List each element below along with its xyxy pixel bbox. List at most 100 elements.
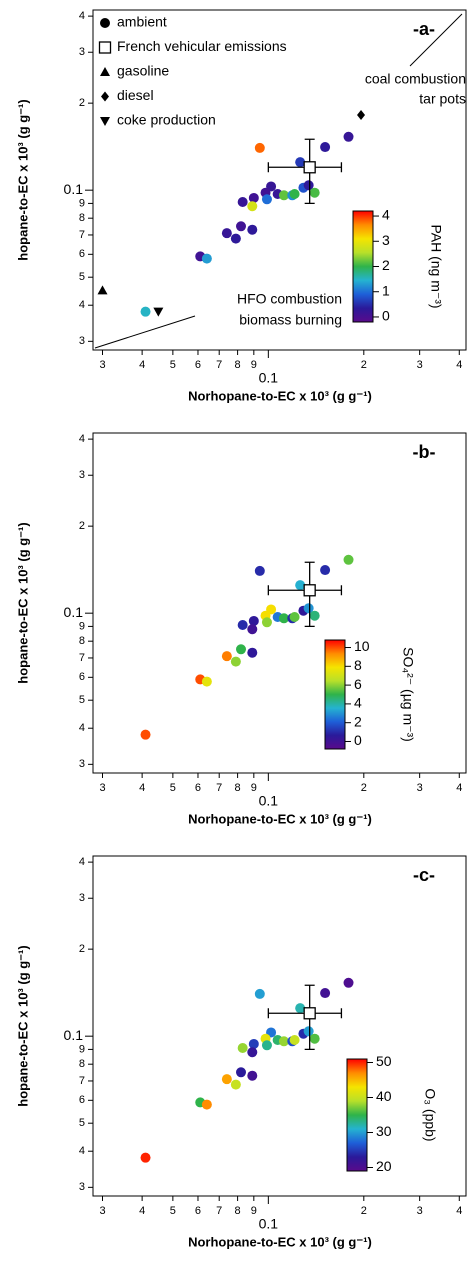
point: [343, 977, 354, 988]
x-tick-label: 2: [361, 782, 367, 794]
y-tick-label: 6: [79, 1094, 85, 1106]
point: [343, 131, 354, 142]
point: [295, 157, 306, 168]
x-tick-label: 3: [417, 359, 423, 371]
x-tick-label: 3: [99, 359, 105, 371]
y-tick-label: 0.1: [64, 1027, 84, 1043]
colorbar-tick-label: 10: [354, 638, 370, 654]
point: [295, 580, 306, 591]
point: [320, 988, 331, 999]
point: [247, 201, 258, 212]
y-tick-label: 7: [79, 1075, 85, 1087]
colorbar-tick-label: 2: [382, 257, 390, 273]
y-tick-label: 4: [79, 299, 85, 311]
x-tick-label: 3: [417, 782, 423, 794]
y-tick-label: 4: [79, 856, 85, 868]
point: [237, 1043, 248, 1054]
point: [230, 1079, 241, 1090]
point: [309, 610, 320, 621]
point: [201, 253, 212, 264]
y-tick-label: 3: [79, 46, 85, 58]
x-tick-label: 5: [170, 1205, 176, 1217]
point: [247, 1070, 258, 1081]
colorbar-tick-label: 0: [382, 308, 390, 324]
point: [201, 676, 212, 687]
legend-label: French vehicular emissions: [117, 38, 287, 54]
colorbar-tick-label: 8: [354, 657, 362, 673]
point: [261, 1040, 272, 1051]
plot-frame: [92, 9, 467, 351]
point: [248, 1038, 259, 1049]
x-tick-label: 0.1: [259, 1216, 279, 1232]
point: [278, 190, 289, 201]
point: [309, 187, 320, 198]
y-tick-label: 7: [79, 229, 85, 241]
x-tick-label: 4: [139, 359, 145, 371]
point: [261, 617, 272, 628]
colorbar-tick-label: 1: [382, 282, 390, 298]
colorbar-tick-label: 30: [376, 1123, 392, 1139]
x-tick-label: 8: [235, 359, 241, 371]
y-tick-label: 4: [79, 10, 85, 22]
y-tick-label: 4: [79, 722, 85, 734]
colorbar-label: O₃ (ppb): [422, 1088, 438, 1141]
point: [303, 603, 314, 614]
plot-frame: [92, 855, 467, 1197]
y-tick-label: 8: [79, 1058, 85, 1070]
x-tick-label: 4: [456, 782, 462, 794]
point: [254, 988, 265, 999]
y-tick-label: 9: [79, 197, 85, 209]
y-tick-label: 7: [79, 652, 85, 664]
point: [357, 109, 366, 120]
point: [247, 647, 258, 658]
y-tick-label: 2: [79, 97, 85, 109]
legend-marker: [100, 18, 110, 28]
legend-label: ambient: [117, 14, 167, 30]
y-tick-label: 5: [79, 271, 85, 283]
point: [295, 1003, 306, 1014]
x-tick-label: 6: [195, 359, 201, 371]
point: [140, 1152, 151, 1163]
x-tick-label: 2: [361, 359, 367, 371]
y-tick-label: 3: [79, 758, 85, 770]
colorbar-tick-label: 0: [354, 732, 362, 748]
annotation-line: [409, 13, 463, 67]
point: [140, 729, 151, 740]
annotation: HFO combustion: [237, 291, 342, 307]
point: [289, 612, 300, 623]
y-tick-label: 2: [79, 943, 85, 955]
y-tick-label: 8: [79, 212, 85, 224]
point: [221, 651, 232, 662]
colorbar-label: PAH (ng m⁻³): [428, 224, 444, 308]
point: [261, 194, 272, 205]
point: [278, 613, 289, 624]
colorbar-tick-label: 20: [376, 1158, 392, 1174]
legend-marker: [101, 91, 109, 102]
point: [153, 307, 164, 317]
point: [140, 306, 151, 317]
legend-label: gasoline: [117, 63, 169, 79]
x-tick-label: 2: [361, 1205, 367, 1217]
y-tick-label: 3: [79, 335, 85, 347]
colorbar-tick-label: 50: [376, 1053, 392, 1069]
point: [289, 1035, 300, 1046]
colorbar-tick-label: 4: [382, 207, 390, 223]
point: [254, 565, 265, 576]
y-tick-label: 4: [79, 1145, 85, 1157]
point: [201, 1099, 212, 1110]
x-tick-label: 7: [216, 1205, 222, 1217]
point: [343, 554, 354, 565]
point: [247, 1047, 258, 1058]
y-tick-label: 6: [79, 248, 85, 260]
x-axis-label: Norhopane-to-EC x 10³ (g g⁻¹): [188, 388, 372, 403]
panel: 3 4 5 6 7 8 90.12 3 434567890.1234Norhopane-to-E…: [15, 9, 467, 403]
x-tick-label: 9: [251, 782, 257, 794]
x-axis-label: Norhopane-to-EC x 10³ (g g⁻¹): [188, 1234, 372, 1249]
point: [303, 180, 314, 191]
legend-label: diesel: [117, 87, 154, 103]
point: [303, 161, 316, 174]
colorbar-tick-label: 40: [376, 1088, 392, 1104]
y-tick-label: 3: [79, 1181, 85, 1193]
x-tick-label: 4: [456, 1205, 462, 1217]
